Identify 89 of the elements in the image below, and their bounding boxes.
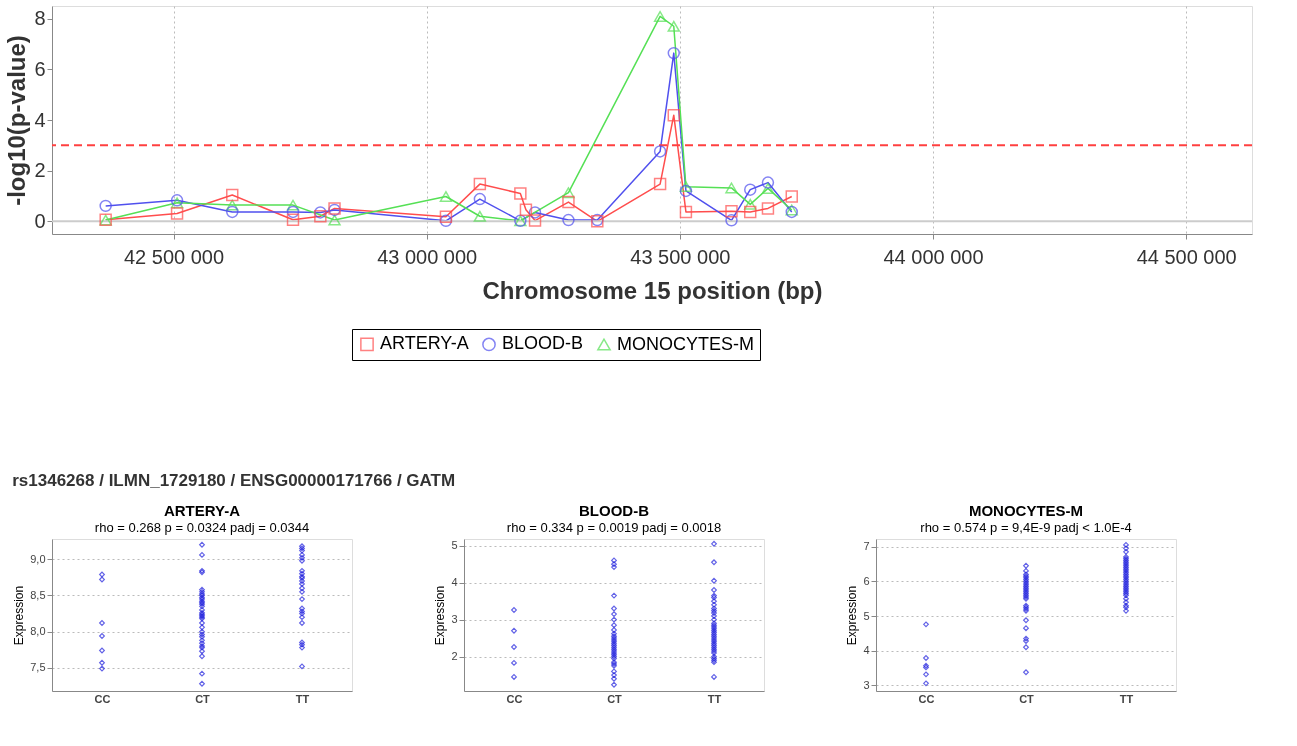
point <box>653 10 667 22</box>
x-tick-label: CC <box>94 692 111 705</box>
y-tick-label: 2 <box>451 650 458 663</box>
x-tick-label: 44 500 000 <box>1136 245 1237 268</box>
point <box>679 181 693 193</box>
point <box>667 46 680 60</box>
chart-title: MONOCYTES-M <box>968 502 1084 519</box>
point <box>226 199 239 211</box>
chart-subtitle: rho = 0.574 p = 9,4E-9 padj < 1.0E-4 <box>920 520 1132 535</box>
chart-title: BLOOD-B <box>579 502 650 519</box>
point <box>725 214 738 227</box>
y-tick-label: 8,5 <box>30 588 46 601</box>
point <box>286 213 300 227</box>
y-tick-label: 0 <box>34 209 46 232</box>
point <box>473 192 487 206</box>
x-tick-label: CT <box>1019 692 1035 705</box>
point <box>562 213 575 227</box>
chart-subtitle: rho = 0.334 p = 0.0019 padj = 0.0018 <box>506 520 722 535</box>
x-tick-label: CT <box>195 692 211 705</box>
y-axis-title: Expression <box>12 585 27 646</box>
y-tick-label: 2 <box>34 159 46 182</box>
point <box>473 177 487 191</box>
text: rs1346268 / ILMN_1729180 / ENSG00000171766 / GATM <box>12 470 456 490</box>
point <box>314 210 327 223</box>
point <box>439 214 453 228</box>
y-tick-label: 9,0 <box>30 552 46 565</box>
point <box>562 187 575 199</box>
y-tick-label: 7 <box>863 540 870 553</box>
point <box>785 190 798 203</box>
point <box>170 207 184 220</box>
point <box>528 206 542 219</box>
point <box>667 20 680 32</box>
point <box>286 205 300 219</box>
x-tick-label: CT <box>607 692 623 705</box>
point <box>725 204 738 218</box>
point <box>761 182 775 194</box>
point <box>519 203 533 216</box>
point <box>744 198 757 210</box>
point <box>761 202 775 215</box>
chart-subtitle: rho = 0.268 p = 0.0324 padj = 0.0344 <box>94 520 310 535</box>
x-tick-label: 43 500 000 <box>630 245 731 268</box>
chart-title: ARTERY-A <box>163 502 241 519</box>
point <box>286 199 300 211</box>
legend-label: ARTERY-A <box>380 333 469 354</box>
point <box>725 182 738 194</box>
point <box>328 214 341 226</box>
y-tick-label: 8 <box>34 7 46 30</box>
x-tick-label: 42 500 000 <box>123 245 225 268</box>
y-tick-label: 3 <box>451 613 458 626</box>
y-tick-label: 3 <box>863 678 870 691</box>
legend-label: BLOOD-B <box>502 333 584 354</box>
x-tick-label: TT <box>707 692 722 705</box>
point <box>761 176 775 189</box>
x-tick-label: CC <box>918 692 935 705</box>
legend-label: MONOCYTES-M <box>617 333 754 354</box>
point <box>744 183 757 196</box>
point <box>473 210 487 222</box>
y-tick-label: 4 <box>34 108 46 131</box>
point <box>562 195 575 209</box>
x-tick-label: CC <box>506 692 523 705</box>
x-tick-label: TT <box>1119 692 1134 705</box>
y-axis-title: -log10(p-value) <box>3 35 31 206</box>
point <box>99 199 112 213</box>
point <box>667 108 680 122</box>
point <box>226 205 239 219</box>
x-axis-title: Chromosome 15 position (bp) <box>482 276 823 304</box>
point <box>439 191 453 202</box>
point <box>528 214 542 227</box>
y-axis-title: Expression <box>845 585 860 646</box>
point <box>514 187 527 200</box>
point <box>744 205 757 219</box>
y-axis-title: Expression <box>433 585 448 646</box>
x-tick-label: 43 000 000 <box>377 245 478 268</box>
y-tick-label: 6 <box>863 574 870 587</box>
x-tick-label: 44 000 000 <box>883 245 984 268</box>
y-tick-label: 8,0 <box>30 625 46 638</box>
point <box>679 205 693 219</box>
point <box>679 184 693 198</box>
x-tick-label: TT <box>295 692 310 705</box>
y-tick-label: 6 <box>34 57 46 80</box>
point <box>653 177 667 191</box>
point <box>226 188 239 202</box>
y-tick-label: 5 <box>451 539 458 552</box>
point <box>653 145 667 158</box>
y-tick-label: 4 <box>451 576 458 589</box>
y-tick-label: 7,5 <box>30 661 46 674</box>
y-tick-label: 4 <box>863 644 870 657</box>
y-tick-label: 5 <box>863 609 870 622</box>
point <box>439 210 453 223</box>
